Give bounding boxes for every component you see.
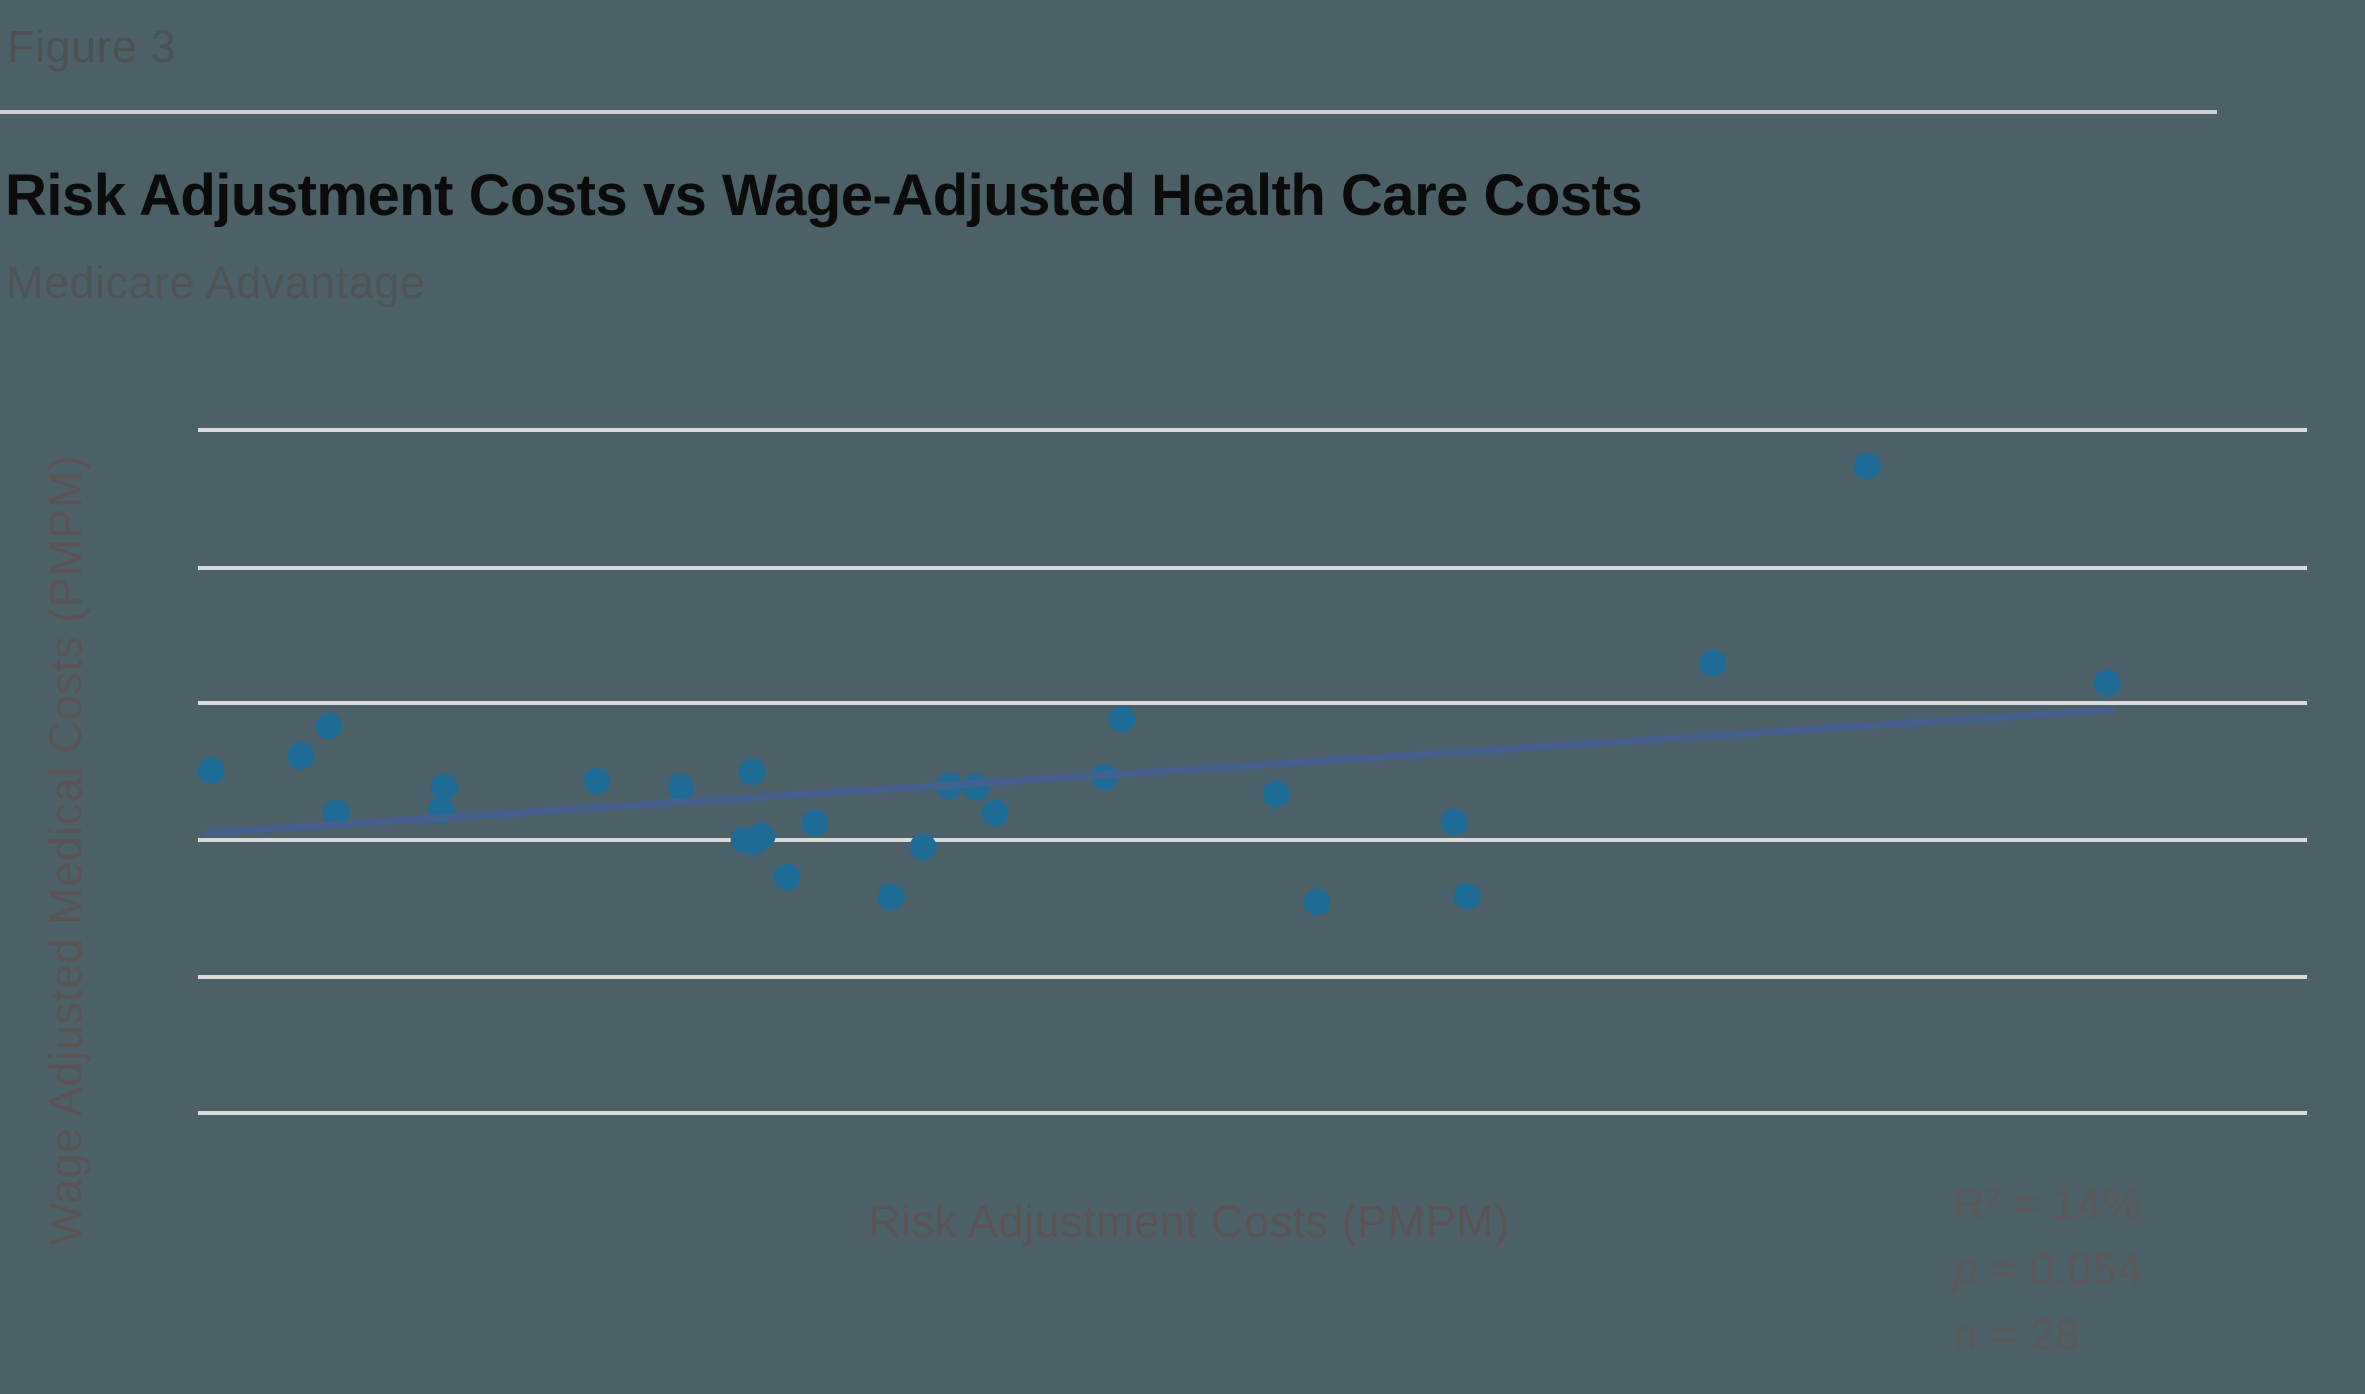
scatter-point [1108,705,1136,733]
top-rule-divider [0,110,2217,114]
scatter-point [1440,808,1468,836]
scatter-point [1453,882,1481,910]
scatter-point [197,757,225,785]
scatter-point [667,773,695,801]
stats-n-text: n = 28 [1953,1310,2080,1359]
scatter-point [1303,888,1331,916]
chart-subtitle: Medicare Advantage [6,257,426,308]
scatter-point [801,809,829,837]
stats-r-squared-text: R² = 14% [1953,1180,2142,1229]
scatter-point [2093,669,2121,697]
scatter-point [583,767,611,795]
scatter-point [981,799,1009,827]
stats-n: n = 28 [1953,1302,2142,1367]
trend-line [203,706,2116,837]
figure-label: Figure 3 [7,21,177,72]
scatter-point [877,883,905,911]
scatter-point [430,773,458,801]
scatter-point [909,833,937,861]
stats-r-squared: R² = 14% [1953,1172,2142,1237]
scatter-point [739,828,767,856]
stats-p-variable: p [1953,1245,1978,1294]
scatter-point [322,799,350,827]
chart-title: Risk Adjustment Costs vs Wage-Adjusted H… [5,163,1643,228]
scatter-point [1699,649,1727,677]
stats-p-value-text: = 0.054 [1977,1245,2143,1294]
scatter-point [1262,780,1290,808]
scatter-point [738,758,766,786]
scatter-point [315,712,343,740]
scatter-point [1853,452,1881,480]
stats-block: R² = 14% p = 0.054 n = 28 [1953,1172,2142,1367]
stats-p-value: p = 0.054 [1953,1237,2142,1302]
scatter-point [287,742,315,770]
x-axis-label: Risk Adjustment Costs (PMPM) [868,1196,1510,1247]
scatter-point [773,863,801,891]
